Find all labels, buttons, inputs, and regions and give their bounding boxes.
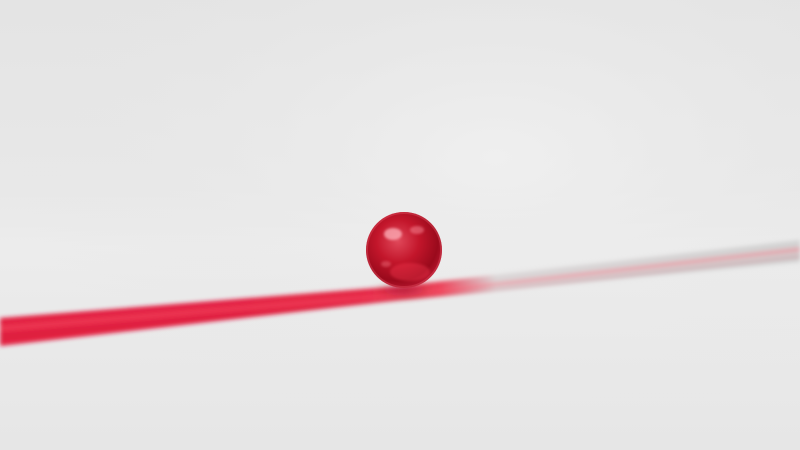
sphere-highlight: [384, 228, 402, 240]
sphere-shadow: [374, 282, 434, 298]
red-glass-sphere: [366, 212, 442, 288]
